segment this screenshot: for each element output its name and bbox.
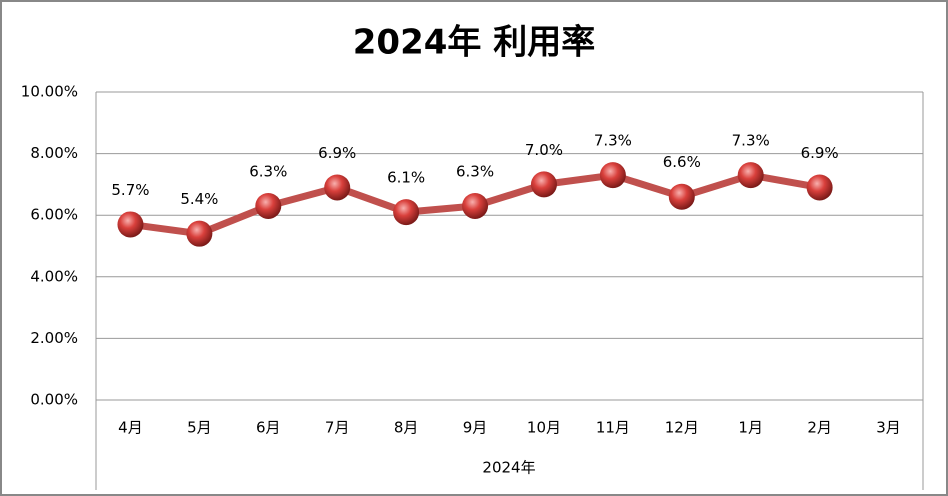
point-marker [806, 174, 833, 201]
x-tick-label: 12月 [665, 419, 699, 437]
y-tick-label: 4.00% [30, 267, 78, 285]
x-tick-label: 4月 [118, 419, 143, 437]
data-label: 6.9% [801, 144, 839, 162]
x-tick-label: 6月 [256, 419, 281, 437]
x-tick-label: 9月 [463, 419, 488, 437]
x-tick-label: 10月 [527, 419, 561, 437]
point-marker [255, 192, 282, 219]
point-marker [737, 162, 764, 189]
y-tick-label: 0.00% [30, 391, 78, 409]
point-marker [462, 192, 489, 219]
x-tick-label: 11月 [596, 419, 630, 437]
chart-title: 2024年 利用率 [353, 23, 595, 63]
y-tick-label: 2.00% [30, 329, 78, 347]
point-marker [186, 220, 213, 247]
x-group-label: 2024年 [482, 459, 535, 477]
point-marker [668, 183, 695, 210]
point-marker [324, 174, 351, 201]
x-tick-label: 8月 [394, 419, 419, 437]
x-tick-label: 3月 [876, 419, 901, 437]
data-label: 6.6% [663, 153, 701, 171]
data-label: 7.3% [594, 132, 632, 150]
data-label: 6.1% [387, 169, 425, 187]
data-label: 6.9% [318, 144, 356, 162]
data-label: 6.3% [456, 162, 494, 180]
point-marker [393, 199, 420, 226]
x-tick-label: 5月 [187, 419, 212, 437]
x-tick-label: 2月 [807, 419, 832, 437]
y-tick-label: 10.00% [21, 83, 78, 101]
point-marker [117, 211, 144, 238]
x-tick-label: 1月 [738, 419, 763, 437]
y-tick-label: 6.00% [30, 206, 78, 224]
data-label: 5.7% [111, 181, 149, 199]
point-marker [530, 171, 557, 198]
y-tick-label: 8.00% [30, 144, 78, 162]
point-marker [599, 162, 626, 189]
data-label: 7.3% [732, 132, 770, 150]
data-label: 6.3% [249, 162, 287, 180]
x-tick-label: 7月 [325, 419, 350, 437]
data-label: 5.4% [180, 190, 218, 208]
data-label: 7.0% [525, 141, 563, 159]
